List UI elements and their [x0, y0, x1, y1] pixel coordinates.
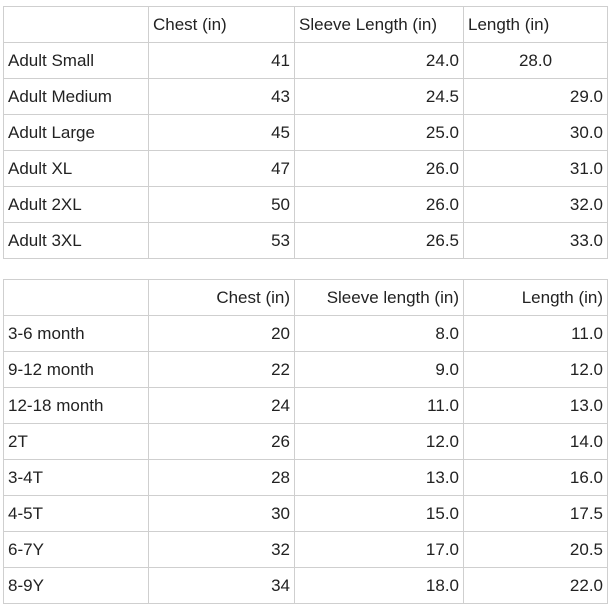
value-cell: 24	[148, 387, 295, 424]
table-row: Adult 3XL 53 26.5 33.0	[3, 222, 608, 259]
size-label-cell: 9-12 month	[3, 351, 149, 388]
value-cell: 11.0	[463, 315, 608, 352]
value-cell: 28	[148, 459, 295, 496]
size-label-cell: Adult 3XL	[3, 222, 149, 259]
value-cell: 11.0	[294, 387, 464, 424]
size-label-cell: Adult Small	[3, 42, 149, 79]
kids-size-table: Chest (in) Sleeve length (in) Length (in) 3…	[3, 279, 608, 604]
column-header: Length (in)	[463, 279, 608, 316]
header-row: Chest (in) Sleeve Length (in) Length (in)	[3, 6, 608, 43]
value-cell: 18.0	[294, 567, 464, 604]
value-cell: 22	[148, 351, 295, 388]
column-header: Length (in)	[463, 6, 608, 43]
value-cell: 26	[148, 423, 295, 460]
value-cell: 45	[148, 114, 295, 151]
value-cell: 16.0	[463, 459, 608, 496]
value-cell: 15.0	[294, 495, 464, 532]
value-cell: 50	[148, 186, 295, 223]
table-row: 8-9Y 34 18.0 22.0	[3, 567, 608, 604]
value-cell: 25.0	[294, 114, 464, 151]
value-cell: 53	[148, 222, 295, 259]
column-header: Chest (in)	[148, 279, 295, 316]
value-cell: 30	[148, 495, 295, 532]
size-label-cell: 6-7Y	[3, 531, 149, 568]
value-cell: 29.0	[463, 78, 608, 115]
size-label-cell: 3-6 month	[3, 315, 149, 352]
column-header	[3, 6, 149, 43]
value-cell: 28.0	[463, 42, 608, 79]
table-row: 6-7Y 32 17.0 20.5	[3, 531, 608, 568]
table-row: 12-18 month 24 11.0 13.0	[3, 387, 608, 424]
value-cell: 43	[148, 78, 295, 115]
value-cell: 32	[148, 531, 295, 568]
value-cell: 17.0	[294, 531, 464, 568]
size-label-cell: Adult XL	[3, 150, 149, 187]
size-label-cell: Adult Large	[3, 114, 149, 151]
column-header: Sleeve Length (in)	[294, 6, 464, 43]
value-cell: 12.0	[463, 351, 608, 388]
value-cell: 26.0	[294, 150, 464, 187]
value-cell: 26.5	[294, 222, 464, 259]
table-row: Adult XL 47 26.0 31.0	[3, 150, 608, 187]
value-cell: 20	[148, 315, 295, 352]
value-cell: 31.0	[463, 150, 608, 187]
table-row: 4-5T 30 15.0 17.5	[3, 495, 608, 532]
value-cell: 24.5	[294, 78, 464, 115]
column-header	[3, 279, 149, 316]
size-label-cell: 8-9Y	[3, 567, 149, 604]
value-cell: 24.0	[294, 42, 464, 79]
value-cell: 47	[148, 150, 295, 187]
size-label-cell: Adult 2XL	[3, 186, 149, 223]
value-cell: 12.0	[294, 423, 464, 460]
table-row: 3-4T 28 13.0 16.0	[3, 459, 608, 496]
value-cell: 9.0	[294, 351, 464, 388]
value-cell: 20.5	[463, 531, 608, 568]
value-cell: 30.0	[463, 114, 608, 151]
header-row: Chest (in) Sleeve length (in) Length (in)	[3, 279, 608, 316]
column-header: Sleeve length (in)	[294, 279, 464, 316]
value-cell: 8.0	[294, 315, 464, 352]
adult-size-table: Chest (in) Sleeve Length (in) Length (in) A…	[3, 6, 608, 259]
table-row: 9-12 month 22 9.0 12.0	[3, 351, 608, 388]
size-label-cell: 3-4T	[3, 459, 149, 496]
table-row: Adult Medium 43 24.5 29.0	[3, 78, 608, 115]
value-cell: 33.0	[463, 222, 608, 259]
value-cell: 13.0	[294, 459, 464, 496]
size-label-cell: 2T	[3, 423, 149, 460]
table-row: 2T 26 12.0 14.0	[3, 423, 608, 460]
value-cell: 13.0	[463, 387, 608, 424]
value-cell: 26.0	[294, 186, 464, 223]
value-cell: 32.0	[463, 186, 608, 223]
table-row: Adult 2XL 50 26.0 32.0	[3, 186, 608, 223]
table-row: Adult Large 45 25.0 30.0	[3, 114, 608, 151]
size-label-cell: Adult Medium	[3, 78, 149, 115]
value-cell: 41	[148, 42, 295, 79]
size-label-cell: 12-18 month	[3, 387, 149, 424]
table-row: 3-6 month 20 8.0 11.0	[3, 315, 608, 352]
value-cell: 22.0	[463, 567, 608, 604]
table-row: Adult Small 41 24.0 28.0	[3, 42, 608, 79]
value-cell: 34	[148, 567, 295, 604]
value-cell: 14.0	[463, 423, 608, 460]
value-cell: 17.5	[463, 495, 608, 532]
size-label-cell: 4-5T	[3, 495, 149, 532]
column-header: Chest (in)	[148, 6, 295, 43]
